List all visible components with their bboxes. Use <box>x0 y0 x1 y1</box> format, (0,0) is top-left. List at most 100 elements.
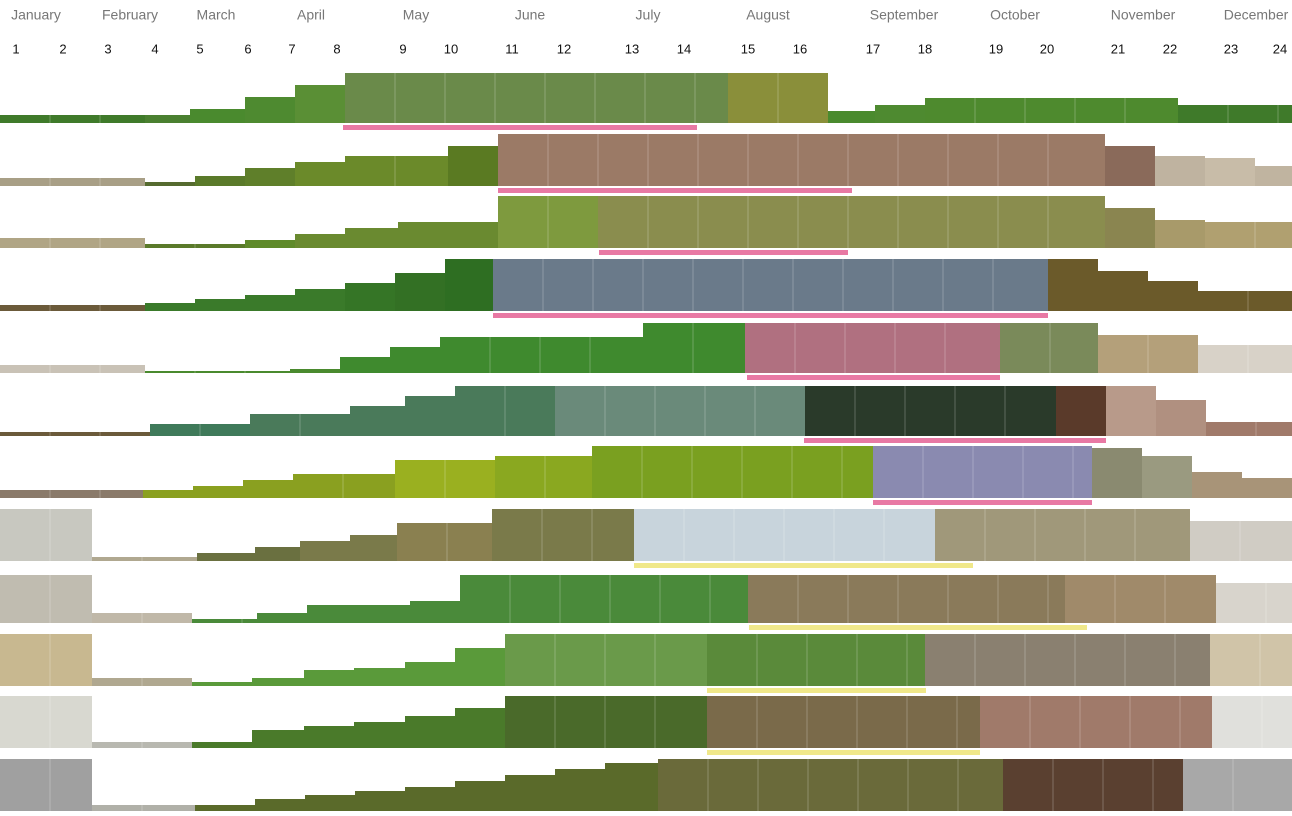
plant-strip <box>1000 323 1098 373</box>
bloom-bar <box>707 750 980 755</box>
plant-strip <box>1205 222 1292 248</box>
plant-strip <box>875 105 925 123</box>
plant-strip <box>145 244 245 248</box>
plant-strip <box>1003 759 1183 811</box>
plant-strip <box>145 371 290 373</box>
period-label: 18 <box>918 41 932 56</box>
plant-strip <box>555 386 805 436</box>
plant-strip <box>398 222 448 248</box>
plant-strip <box>0 575 92 623</box>
plant-strip <box>192 682 252 686</box>
plant-strip <box>92 742 192 748</box>
month-label: October <box>990 7 1040 23</box>
month-label: April <box>297 7 325 23</box>
plant-strip <box>0 634 92 686</box>
period-label: 24 <box>1273 41 1287 56</box>
plant-strip <box>340 357 390 373</box>
plant-strip <box>1178 105 1292 123</box>
plant-strip <box>395 460 495 498</box>
plant-strip <box>505 775 555 811</box>
period-label: 1 <box>12 41 19 56</box>
plant-strip <box>1106 386 1156 436</box>
plant-strip <box>1198 291 1292 311</box>
period-label: 22 <box>1163 41 1177 56</box>
plant-strip <box>707 634 925 686</box>
plant-strip <box>493 259 1048 311</box>
plant-strip <box>1198 345 1292 373</box>
plant-strip <box>598 196 1105 248</box>
plant-strip <box>1156 400 1206 436</box>
plant-strip <box>193 486 243 498</box>
plant-strip <box>345 156 448 186</box>
plant-strip <box>252 730 304 748</box>
month-label: February <box>102 7 158 23</box>
plant-strip <box>243 480 293 498</box>
month-label: September <box>870 7 939 23</box>
plant-strip <box>405 716 455 748</box>
plant-strip <box>290 369 340 373</box>
period-label: 15 <box>741 41 755 56</box>
plant-strip <box>354 668 405 686</box>
plant-strip <box>357 605 410 623</box>
plant-strip <box>707 696 980 748</box>
plant-strip <box>1105 208 1155 248</box>
plant-strip <box>1048 259 1098 311</box>
plant-strip <box>925 98 1178 123</box>
plant-row <box>0 73 1292 130</box>
plant-strip <box>455 386 555 436</box>
plant-row <box>0 196 1292 255</box>
plant-strip <box>495 456 592 498</box>
plant-strip <box>295 289 345 311</box>
period-label: 11 <box>505 41 519 56</box>
plant-strip <box>0 696 92 748</box>
period-label: 6 <box>244 41 251 56</box>
month-label: May <box>403 7 429 23</box>
plant-strip <box>728 73 828 123</box>
month-label: December <box>1224 7 1289 23</box>
plant-strip <box>592 446 873 498</box>
plant-strip <box>1242 478 1292 498</box>
plant-row <box>0 759 1292 811</box>
plant-strip <box>455 781 505 811</box>
plant-strip <box>828 111 875 123</box>
plant-strip <box>748 575 1065 623</box>
plant-strip <box>0 490 143 498</box>
plant-strip <box>1148 281 1198 311</box>
bloom-bar <box>498 188 852 193</box>
period-label: 9 <box>399 41 406 56</box>
month-label: January <box>11 7 61 23</box>
plant-strip <box>1183 759 1292 811</box>
plant-row <box>0 323 1292 380</box>
plant-row <box>0 575 1292 630</box>
plant-strip <box>1105 146 1155 186</box>
plant-strip <box>1142 456 1192 498</box>
period-label: 5 <box>196 41 203 56</box>
plant-strip <box>145 115 190 123</box>
plant-strip <box>350 535 397 561</box>
plant-strip <box>304 670 354 686</box>
plant-strip <box>245 240 295 248</box>
plant-strip <box>143 490 193 498</box>
plant-strip <box>192 619 257 623</box>
plant-strip <box>980 696 1212 748</box>
period-label: 3 <box>104 41 111 56</box>
plant-strip <box>634 509 935 561</box>
plant-strip <box>92 678 192 686</box>
plant-strip <box>505 696 707 748</box>
plant-strip <box>410 601 460 623</box>
period-label: 7 <box>288 41 295 56</box>
plant-strip <box>405 396 455 436</box>
plant-strip <box>192 742 252 748</box>
plant-strip <box>405 787 455 811</box>
plant-strip <box>1216 583 1292 623</box>
plant-strip <box>355 791 405 811</box>
plant-strip <box>440 337 643 373</box>
bloom-bar <box>804 438 1106 443</box>
period-label: 8 <box>333 41 340 56</box>
plant-strip <box>195 176 245 186</box>
plant-strip <box>745 323 1000 373</box>
plant-strip <box>252 678 304 686</box>
plant-strip <box>1190 521 1292 561</box>
plant-strip <box>1205 158 1255 186</box>
